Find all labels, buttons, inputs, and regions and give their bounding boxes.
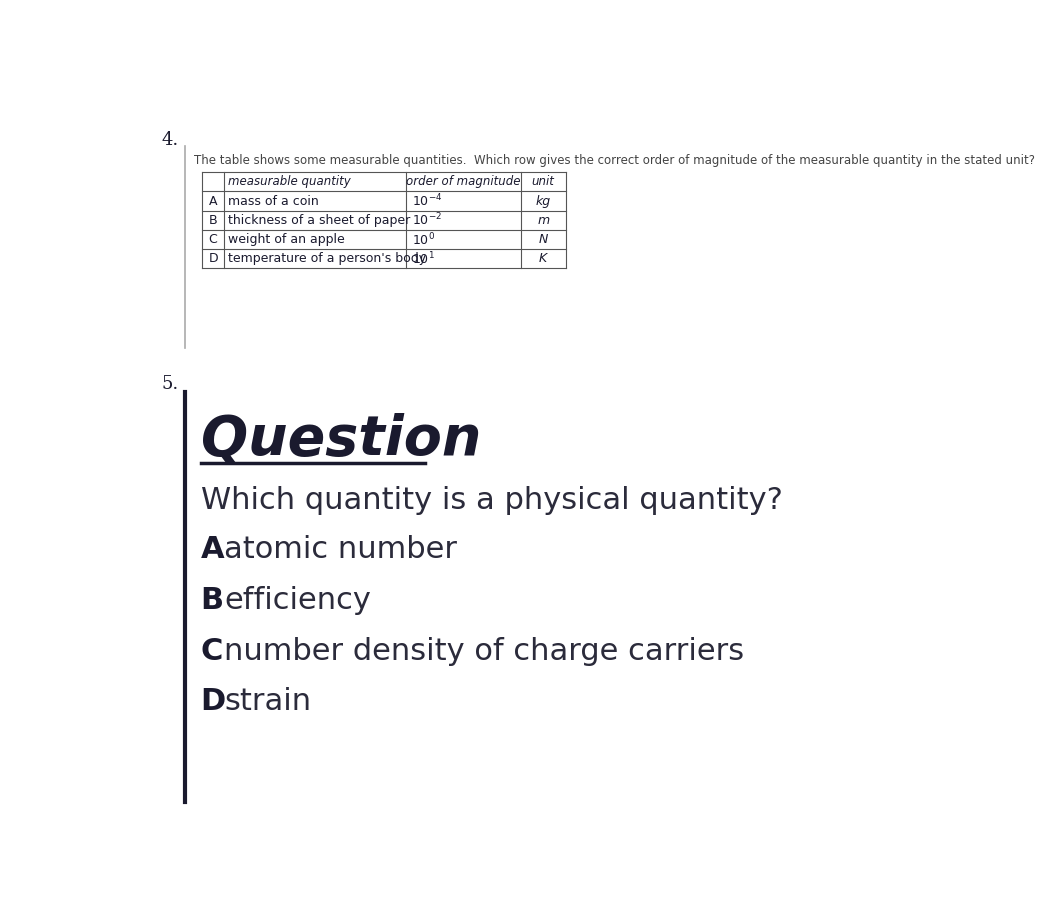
Text: m: m [537, 214, 549, 227]
Text: unit: unit [532, 175, 554, 188]
Text: measurable quantity: measurable quantity [228, 175, 351, 188]
Text: D: D [208, 253, 218, 265]
Text: 5.: 5. [162, 375, 179, 393]
Text: atomic number: atomic number [224, 534, 457, 564]
Text: weight of an apple: weight of an apple [228, 233, 344, 246]
Text: Question: Question [200, 414, 481, 467]
Text: The table shows some measurable quantities.  Which row gives the correct order o: The table shows some measurable quantiti… [194, 154, 1036, 166]
Text: kg: kg [535, 195, 551, 207]
Text: $10^{-4}$: $10^{-4}$ [412, 193, 443, 209]
Text: N: N [538, 233, 548, 246]
Text: number density of charge carriers: number density of charge carriers [224, 636, 744, 665]
Text: $10^{-2}$: $10^{-2}$ [412, 212, 442, 229]
Text: strain: strain [224, 687, 311, 716]
Text: 4.: 4. [162, 131, 179, 149]
Text: Which quantity is a physical quantity?: Which quantity is a physical quantity? [200, 486, 782, 515]
Text: mass of a coin: mass of a coin [228, 195, 319, 207]
Text: D: D [200, 687, 226, 716]
Text: efficiency: efficiency [224, 585, 371, 614]
Text: C: C [200, 636, 223, 665]
Text: $10^{0}$: $10^{0}$ [412, 231, 436, 248]
Text: temperature of a person's body: temperature of a person's body [228, 253, 426, 265]
Text: order of magnitude: order of magnitude [406, 175, 520, 188]
Text: B: B [209, 214, 217, 227]
Text: K: K [540, 253, 547, 265]
Text: C: C [209, 233, 217, 246]
Text: A: A [200, 534, 225, 564]
Text: thickness of a sheet of paper: thickness of a sheet of paper [228, 214, 410, 227]
Text: $10^{1}$: $10^{1}$ [412, 251, 435, 267]
Text: A: A [209, 195, 217, 207]
Text: B: B [200, 585, 224, 614]
